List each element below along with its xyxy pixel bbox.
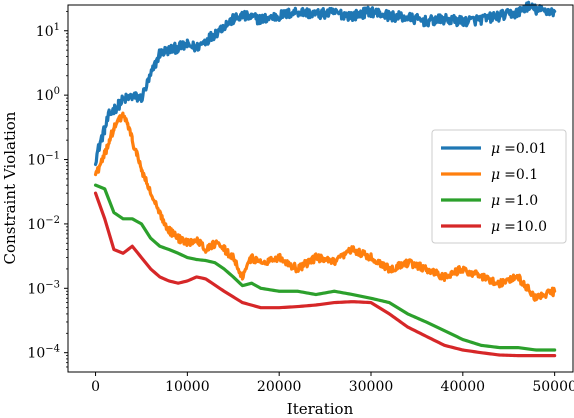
series-line bbox=[93, 111, 557, 302]
x-tick-label: 40000 bbox=[441, 379, 486, 395]
x-axis-label: Iteration bbox=[287, 400, 354, 418]
legend-label: μ =1.0 bbox=[491, 193, 538, 209]
y-axis-ticks: 10−4 10−3 10−2 10−1 100 101 bbox=[27, 10, 68, 368]
x-tick-label: 30000 bbox=[349, 379, 394, 395]
y-tick-label: 100 bbox=[36, 86, 60, 104]
x-tick-label: 10000 bbox=[165, 379, 210, 395]
x-tick-label: 0 bbox=[91, 379, 100, 395]
series-line bbox=[93, 191, 557, 358]
y-tick-label: 101 bbox=[36, 22, 60, 40]
series-line bbox=[93, 0, 557, 167]
y-tick-label: 10−4 bbox=[27, 344, 60, 362]
legend-box bbox=[431, 129, 567, 244]
legend-label: μ =0.01 bbox=[491, 141, 547, 157]
y-tick-label: 10−3 bbox=[27, 279, 60, 297]
legend-label: μ =10.0 bbox=[491, 219, 547, 235]
x-axis-ticks: 0 10000 20000 30000 40000 50000 bbox=[91, 372, 574, 395]
legend: μ =0.01 μ =0.1 μ =1.0 μ =10.0 bbox=[431, 129, 567, 244]
series-layer bbox=[93, 0, 557, 358]
legend-label: μ =0.1 bbox=[491, 167, 538, 183]
y-tick-label: 10−1 bbox=[27, 151, 60, 169]
y-tick-label: 10−2 bbox=[27, 215, 60, 233]
x-tick-label: 20000 bbox=[257, 379, 302, 395]
series-line bbox=[93, 183, 557, 352]
x-tick-label: 50000 bbox=[532, 379, 574, 395]
plot-area-frame bbox=[67, 4, 574, 373]
y-axis-label: Constraint Violation bbox=[1, 111, 19, 264]
